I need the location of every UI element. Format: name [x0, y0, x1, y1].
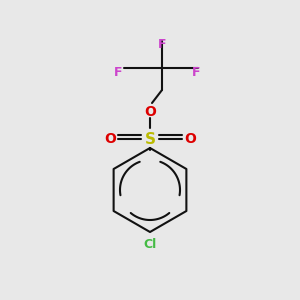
- Text: F: F: [192, 65, 200, 79]
- Text: F: F: [114, 65, 122, 79]
- Text: F: F: [158, 38, 166, 52]
- Text: O: O: [144, 105, 156, 119]
- Text: O: O: [104, 132, 116, 146]
- Text: S: S: [145, 131, 155, 146]
- Text: Cl: Cl: [143, 238, 157, 251]
- Text: O: O: [184, 132, 196, 146]
